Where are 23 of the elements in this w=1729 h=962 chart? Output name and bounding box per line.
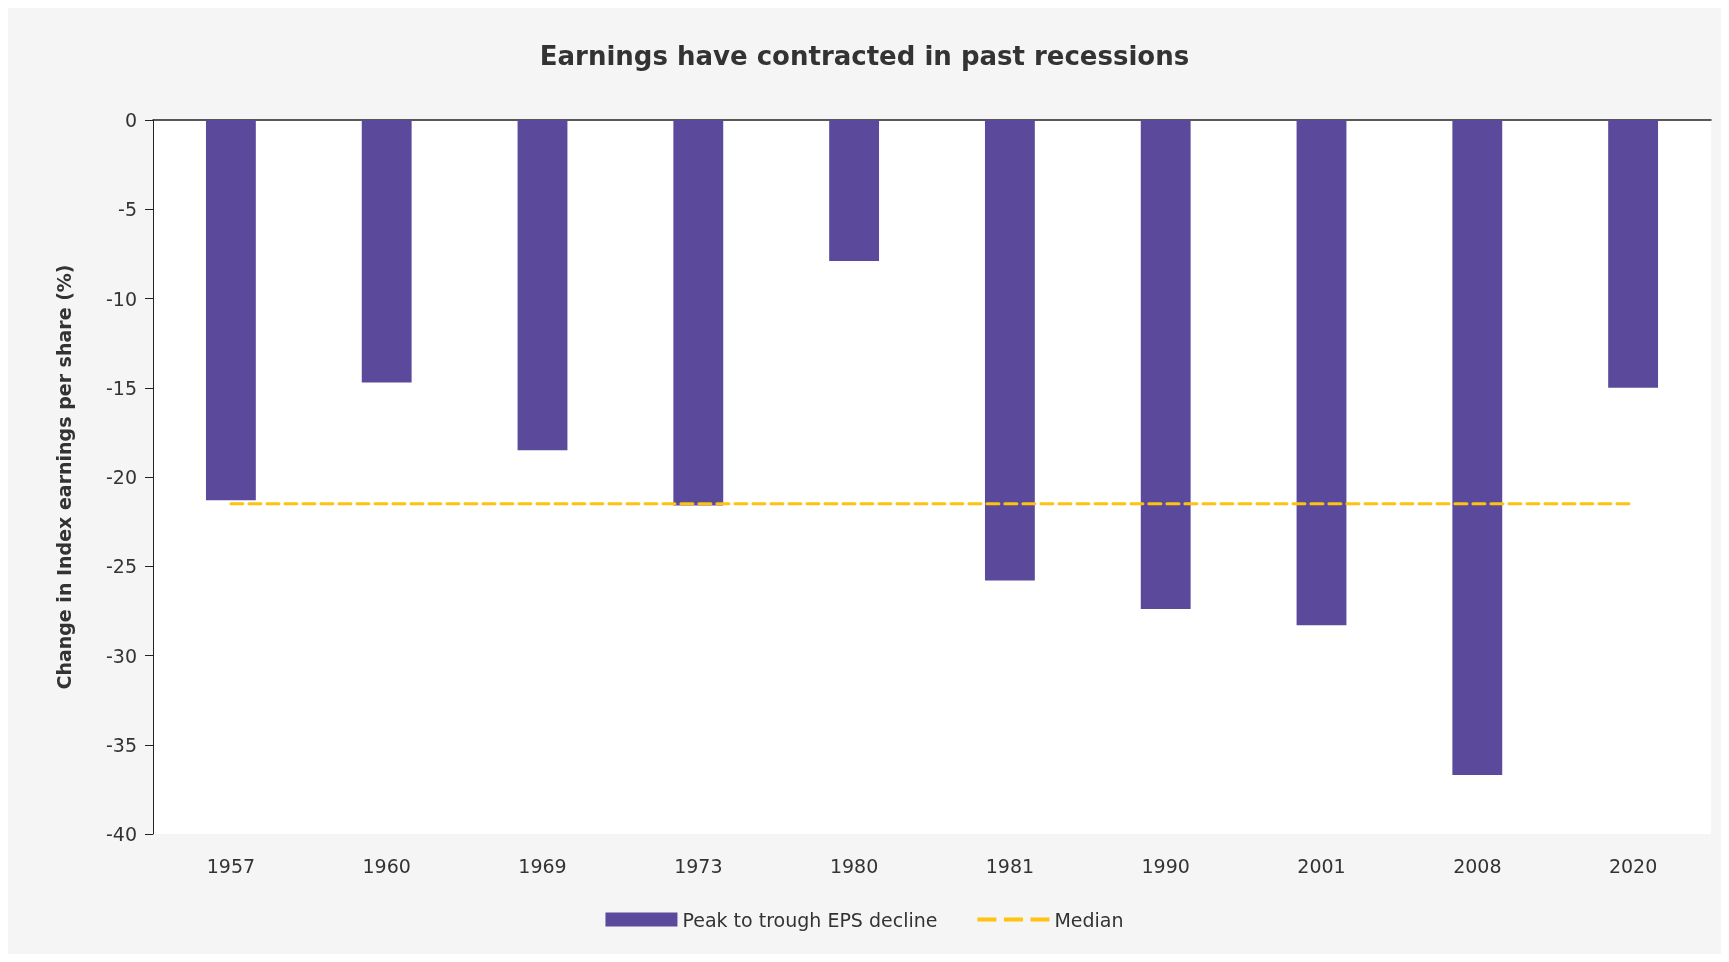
y-tick-label: -25	[105, 555, 137, 578]
y-axis-title: Change in Index earnings per share (%)	[52, 264, 75, 690]
y-tick-label: -20	[105, 466, 137, 488]
legend-label: Median	[1054, 908, 1124, 931]
y-tick-label: -5	[118, 198, 137, 221]
chart-title: Earnings have contracted in past recessions	[539, 41, 1190, 71]
legend-label: Peak to trough EPS decline	[682, 908, 938, 931]
x-tick-label: 1973	[674, 854, 723, 877]
x-tick-label: 1969	[518, 854, 567, 877]
x-tick-label: 1980	[829, 854, 879, 877]
x-tick-label: 2008	[1453, 854, 1502, 877]
y-tick-label: -10	[105, 287, 137, 310]
y-tick-label: -30	[105, 644, 137, 667]
y-tick-label: -35	[105, 733, 137, 756]
x-tick-label: 2001	[1297, 854, 1346, 877]
x-tick-label: 2020	[1608, 854, 1658, 877]
x-tick-label: 1981	[985, 854, 1035, 877]
x-tick-label: 1960	[362, 854, 411, 877]
y-tick-label: -15	[105, 376, 137, 399]
y-tick-label: -40	[105, 823, 137, 845]
x-tick-label: 1957	[206, 854, 256, 877]
x-tick-label: 1990	[1141, 854, 1190, 877]
y-tick-label: 0	[124, 109, 137, 131]
